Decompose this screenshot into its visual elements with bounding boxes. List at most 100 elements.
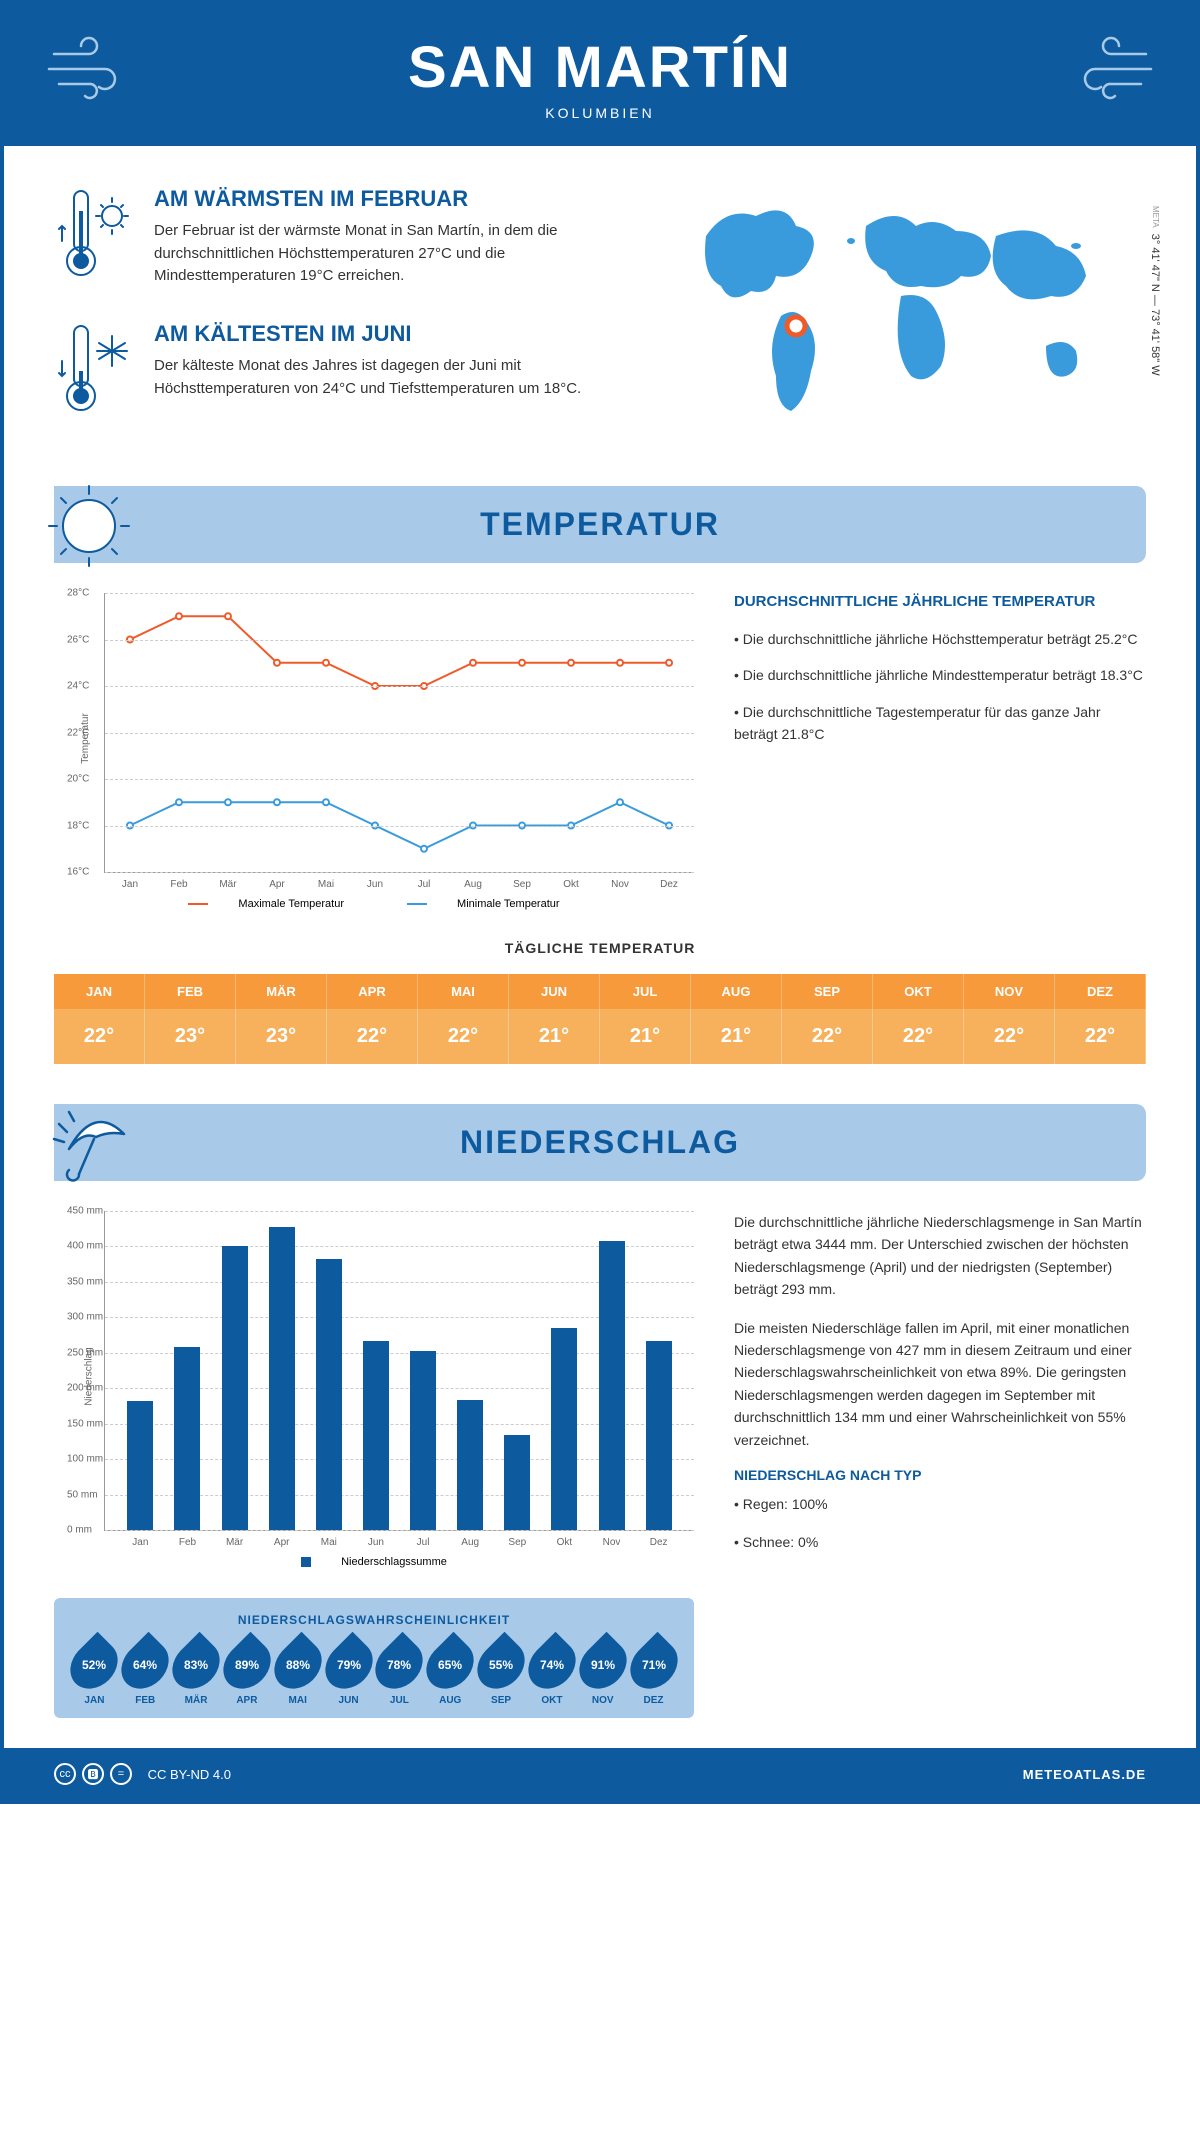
sun-icon [39, 476, 139, 581]
temp-table-cell: APR22° [327, 974, 418, 1064]
coldest-fact: AM KÄLTESTEN IM JUNI Der kälteste Monat … [54, 321, 626, 426]
y-tick: 150 mm [67, 1418, 103, 1429]
y-tick: 0 mm [67, 1525, 92, 1536]
bar [504, 1435, 530, 1530]
x-tick: Sep [508, 1537, 526, 1548]
x-tick: Aug [461, 1537, 479, 1548]
probability-drop: 55%SEP [476, 1639, 527, 1706]
bar [174, 1347, 200, 1530]
probability-drop: 52%JAN [69, 1639, 120, 1706]
x-tick: Feb [170, 879, 187, 890]
temp-table-cell: JAN22° [54, 974, 145, 1064]
temp-table-cell: DEZ22° [1055, 974, 1146, 1064]
temperature-chart: Temperatur 16°C18°C20°C22°C24°C26°C28°CJ… [54, 593, 694, 910]
temp-table-cell: JUL21° [600, 974, 691, 1064]
bar [457, 1400, 483, 1530]
temp-bullet: • Die durchschnittliche Tagestemperatur … [734, 701, 1146, 746]
temp-table-cell: NOV22° [964, 974, 1055, 1064]
y-tick: 300 mm [67, 1312, 103, 1323]
probability-drop: 74%OKT [526, 1639, 577, 1706]
header: SAN MARTÍN KOLUMBIEN [4, 4, 1196, 146]
temp-bullet: • Die durchschnittliche jährliche Höchst… [734, 628, 1146, 650]
location-marker-icon [787, 317, 805, 335]
cc-icon: cc [54, 1763, 76, 1785]
bar [551, 1328, 577, 1530]
coords-meta: META [1151, 206, 1160, 228]
temperature-content: Temperatur 16°C18°C20°C22°C24°C26°C28°CJ… [4, 593, 1196, 940]
temperature-title: TEMPERATUR [54, 506, 1146, 543]
x-tick: Feb [179, 1537, 196, 1548]
probability-drop: 71%DEZ [628, 1639, 679, 1706]
bar [269, 1227, 295, 1530]
page-container: SAN MARTÍN KOLUMBIEN AM WÄRMSTEN IM FEBR… [0, 0, 1200, 1804]
precip-type-bullet: • Regen: 100% [734, 1493, 1146, 1515]
x-tick: Okt [557, 1537, 573, 1548]
daily-temp-heading: TÄGLICHE TEMPERATUR [54, 940, 1146, 956]
wind-icon [44, 34, 134, 109]
probability-drop: 79%JUN [323, 1639, 374, 1706]
x-tick: Jul [418, 879, 431, 890]
nd-icon: = [110, 1763, 132, 1785]
probability-drop: 64%FEB [120, 1639, 171, 1706]
bar [410, 1351, 436, 1530]
temp-bullet: • Die durchschnittliche jährliche Mindes… [734, 664, 1146, 686]
probability-title: NIEDERSCHLAGSWAHRSCHEINLICHKEIT [69, 1613, 679, 1627]
x-tick: Jul [417, 1537, 430, 1548]
temp-table-cell: SEP22° [782, 974, 873, 1064]
license-text: CC BY-ND 4.0 [148, 1767, 231, 1782]
precip-type-heading: NIEDERSCHLAG NACH TYP [734, 1467, 1146, 1483]
precip-p1: Die durchschnittliche jährliche Niedersc… [734, 1211, 1146, 1301]
footer: cc 🅱 = CC BY-ND 4.0 METEOATLAS.DE [4, 1748, 1196, 1800]
world-map-icon [666, 186, 1126, 426]
warmest-fact: AM WÄRMSTEN IM FEBRUAR Der Februar ist d… [54, 186, 626, 291]
x-tick: Jan [122, 879, 138, 890]
probability-drop: 89%APR [221, 1639, 272, 1706]
precipitation-left: Niederschlag 0 mm50 mm100 mm150 mm200 mm… [54, 1211, 694, 1718]
thermometer-hot-icon [54, 186, 134, 291]
x-tick: Nov [611, 879, 629, 890]
fact-text: AM KÄLTESTEN IM JUNI Der kälteste Monat … [154, 321, 626, 426]
by-icon: 🅱 [82, 1763, 104, 1785]
probability-drop: 88%MAI [272, 1639, 323, 1706]
x-tick: Mär [226, 1537, 243, 1548]
temp-table-cell: MÄR23° [236, 974, 327, 1064]
coldest-desc: Der kälteste Monat des Jahres ist dagege… [154, 355, 626, 400]
x-tick: Mär [219, 879, 236, 890]
bar [363, 1341, 389, 1530]
precip-type-bullet: • Schnee: 0% [734, 1531, 1146, 1553]
y-tick: 24°C [67, 681, 89, 692]
bar [316, 1259, 342, 1530]
coordinates: META 3° 41' 47" N — 73° 41' 58" W [1149, 206, 1161, 376]
y-tick: 250 mm [67, 1347, 103, 1358]
x-tick: Jun [368, 1537, 384, 1548]
umbrella-icon [39, 1094, 139, 1199]
y-tick: 100 mm [67, 1454, 103, 1465]
y-tick: 350 mm [67, 1276, 103, 1287]
x-tick: Aug [464, 879, 482, 890]
country-label: KOLUMBIEN [24, 105, 1176, 121]
x-tick: Apr [269, 879, 285, 890]
y-tick: 26°C [67, 634, 89, 645]
warmest-desc: Der Februar ist der wärmste Monat in San… [154, 220, 626, 288]
x-tick: Jun [367, 879, 383, 890]
y-tick: 400 mm [67, 1241, 103, 1252]
daily-temperature-table: TÄGLICHE TEMPERATUR JAN22°FEB23°MÄR23°AP… [4, 940, 1196, 1104]
precipitation-summary: Die durchschnittliche jährliche Niedersc… [734, 1211, 1146, 1718]
y-tick: 20°C [67, 774, 89, 785]
y-tick: 450 mm [67, 1206, 103, 1217]
x-tick: Apr [274, 1537, 290, 1548]
precipitation-bar-chart: Niederschlag 0 mm50 mm100 mm150 mm200 mm… [104, 1211, 694, 1531]
temp-table-cell: AUG21° [691, 974, 782, 1064]
precipitation-title: NIEDERSCHLAG [54, 1124, 1146, 1161]
fact-text: AM WÄRMSTEN IM FEBRUAR Der Februar ist d… [154, 186, 626, 291]
thermometer-cold-icon [54, 321, 134, 426]
x-tick: Nov [603, 1537, 621, 1548]
y-tick: 28°C [67, 588, 89, 599]
y-tick: 200 mm [67, 1383, 103, 1394]
temperature-summary: DURCHSCHNITTLICHE JÄHRLICHE TEMPERATUR •… [734, 593, 1146, 910]
temp-table-cell: OKT22° [873, 974, 964, 1064]
city-title: SAN MARTÍN [24, 34, 1176, 101]
chart-legend: Maximale Temperatur Minimale Temperatur [54, 898, 694, 910]
x-tick: Dez [650, 1537, 668, 1548]
bar [127, 1401, 153, 1530]
